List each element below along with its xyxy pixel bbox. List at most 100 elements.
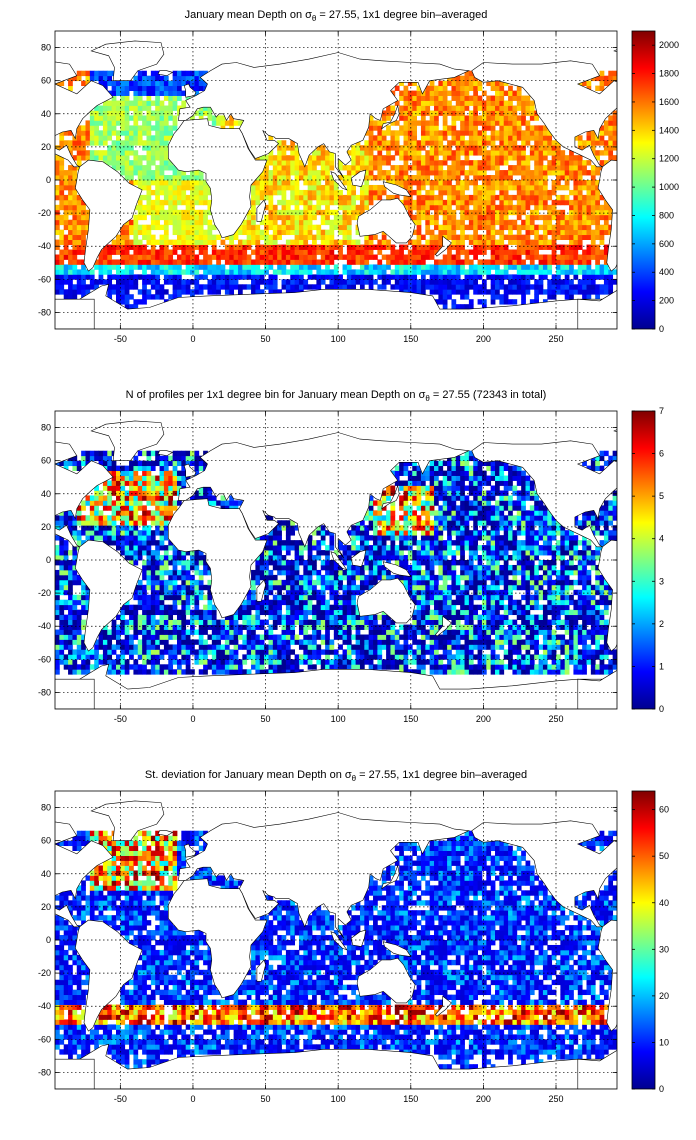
data-cell xyxy=(460,264,465,270)
data-cell xyxy=(499,639,505,645)
data-cell xyxy=(185,254,191,260)
data-cell xyxy=(525,284,531,290)
data-cell xyxy=(368,130,374,136)
data-cell xyxy=(163,264,169,270)
data-cell xyxy=(268,634,274,640)
data-cell xyxy=(68,165,73,171)
data-cell xyxy=(508,639,513,645)
data-cell xyxy=(464,130,470,136)
data-cell xyxy=(390,269,396,275)
data-cell xyxy=(142,70,147,77)
data-cell xyxy=(159,629,165,635)
data-cell xyxy=(268,224,274,231)
data-cell xyxy=(434,170,439,176)
data-cell xyxy=(277,669,282,675)
data-cell xyxy=(373,140,378,146)
data-cell xyxy=(176,95,182,101)
data-cell xyxy=(438,639,444,645)
data-cell xyxy=(255,184,261,191)
data-cell xyxy=(211,234,217,240)
data-cell xyxy=(460,259,465,265)
data-cell xyxy=(316,244,322,250)
data-cell xyxy=(255,279,261,285)
data-cell xyxy=(608,664,614,670)
data-cell xyxy=(373,624,378,630)
data-cell xyxy=(290,614,296,620)
data-cell xyxy=(190,170,195,176)
data-cell xyxy=(346,284,352,290)
data-cell xyxy=(516,644,522,650)
data-cell xyxy=(59,269,65,275)
data-cell xyxy=(342,165,348,171)
data-cell xyxy=(490,279,496,285)
data-cell xyxy=(85,70,91,77)
data-cell xyxy=(364,204,370,211)
data-cell xyxy=(251,264,256,270)
data-cell xyxy=(512,95,518,101)
colorbar-tick-label: 1800 xyxy=(659,69,679,79)
data-cell xyxy=(529,669,535,675)
data-cell xyxy=(586,649,592,655)
data-cell xyxy=(434,269,439,275)
data-cell xyxy=(229,639,235,645)
data-cell xyxy=(542,130,548,136)
data-cell xyxy=(508,184,513,191)
data-cell xyxy=(451,669,457,675)
data-cell xyxy=(451,110,457,116)
data-cell xyxy=(495,115,500,121)
data-cell xyxy=(425,105,431,111)
data-cell xyxy=(72,259,78,265)
data-cell xyxy=(255,669,261,675)
data-cell xyxy=(133,214,139,221)
data-cell xyxy=(185,75,191,82)
data-cell xyxy=(473,654,478,660)
data-cell xyxy=(573,194,579,201)
data-cell xyxy=(577,209,583,216)
data-cell xyxy=(455,669,461,675)
data-cell xyxy=(346,150,352,156)
data-cell xyxy=(490,219,496,226)
data-cell xyxy=(477,624,483,630)
data-cell xyxy=(268,249,274,255)
data-cell xyxy=(224,234,230,240)
data-cell xyxy=(460,165,465,171)
data-cell xyxy=(281,140,287,146)
data-cell xyxy=(473,170,478,176)
data-cell xyxy=(481,224,487,231)
data-cell xyxy=(325,269,330,275)
data-cell xyxy=(577,234,583,240)
data-cell xyxy=(346,249,352,255)
data-cell xyxy=(416,619,422,625)
data-cell xyxy=(564,269,570,275)
data-cell xyxy=(59,160,65,166)
data-cell xyxy=(407,669,413,675)
data-cell xyxy=(142,125,147,131)
data-cell xyxy=(477,100,483,106)
data-cell xyxy=(59,180,65,186)
data-cell xyxy=(285,669,291,675)
data-cell xyxy=(468,100,474,106)
data-cell xyxy=(63,644,69,650)
data-cell xyxy=(542,219,548,226)
data-cell xyxy=(551,184,557,191)
data-cell xyxy=(420,269,426,275)
data-cell xyxy=(564,165,570,171)
data-cell xyxy=(268,274,274,280)
data-cell xyxy=(399,170,404,176)
data-cell xyxy=(481,664,487,670)
data-cell xyxy=(460,219,465,226)
data-cell xyxy=(307,155,313,161)
data-cell xyxy=(163,160,169,166)
data-cell xyxy=(386,634,391,640)
data-cell xyxy=(582,634,587,640)
data-cell xyxy=(442,294,448,300)
data-cell xyxy=(63,170,69,176)
data-cell xyxy=(595,150,600,156)
data-cell xyxy=(425,180,431,186)
coastline-iceland xyxy=(157,70,174,77)
data-cell xyxy=(307,180,313,186)
data-cell xyxy=(390,244,396,250)
data-cell xyxy=(412,239,417,245)
data-cell xyxy=(582,145,587,151)
data-cell xyxy=(172,654,178,660)
